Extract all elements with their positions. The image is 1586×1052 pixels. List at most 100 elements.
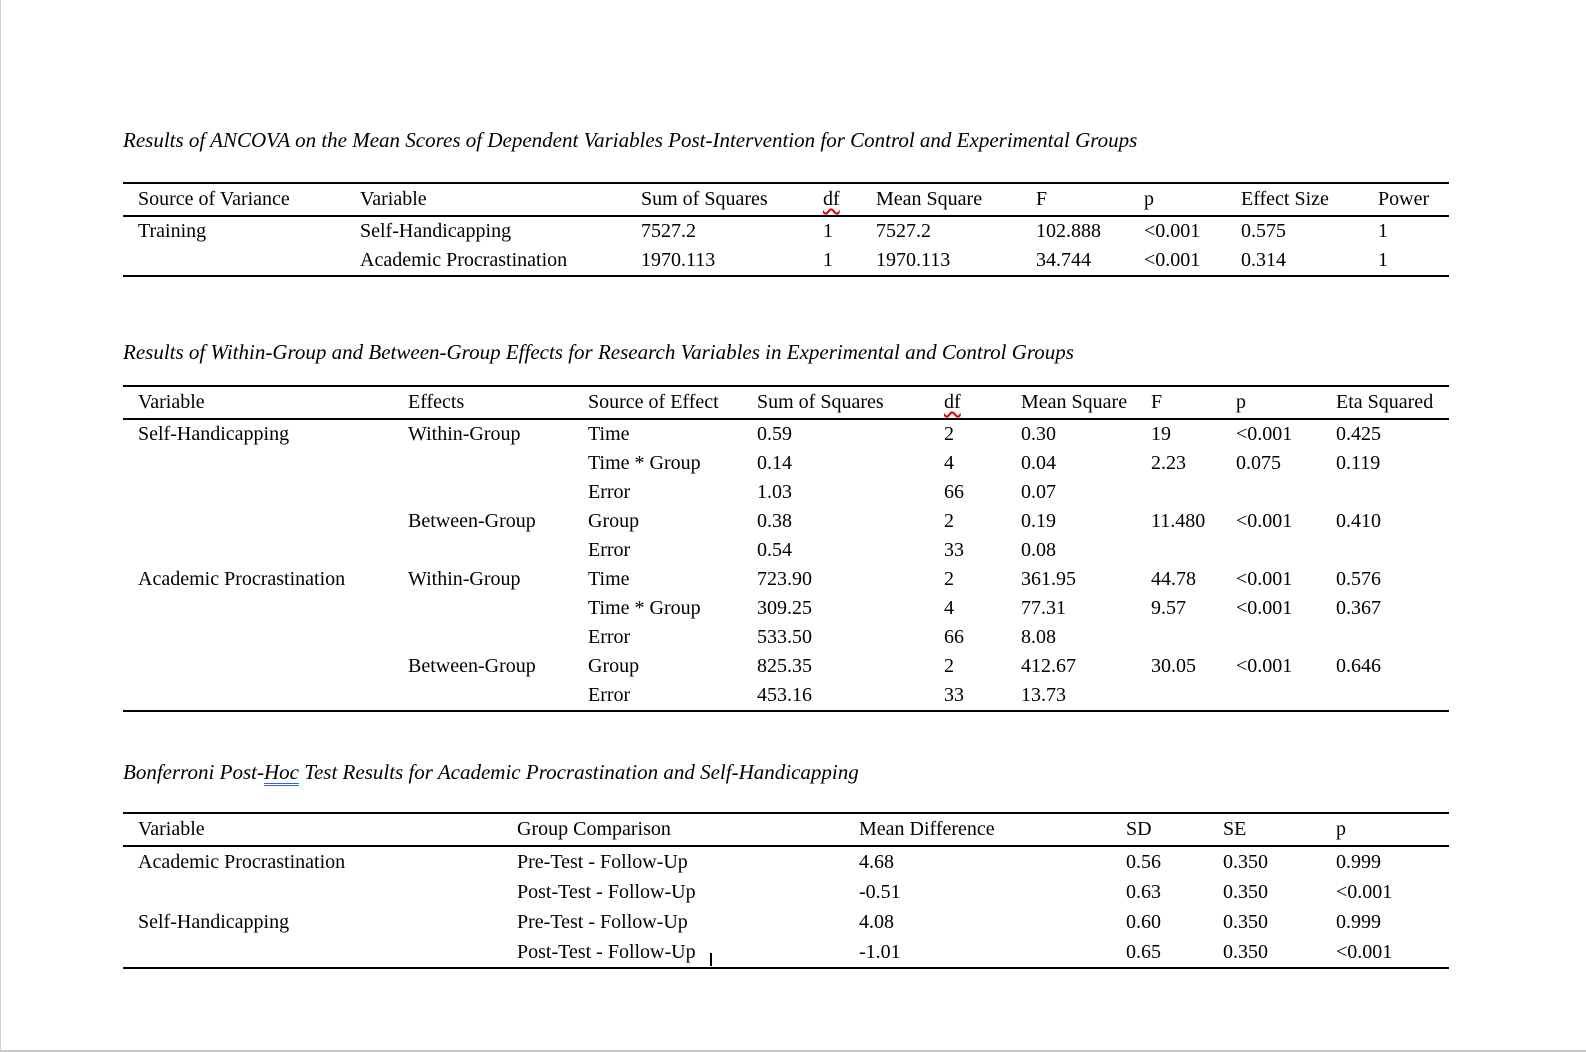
table-cell: <0.001	[1236, 655, 1293, 677]
table-cell: Academic Procrastination	[138, 568, 346, 590]
caption-text: Bonferroni Post-	[123, 760, 264, 784]
table-cell: 0.65	[1126, 940, 1161, 963]
table-cell: 723.90	[757, 568, 812, 590]
text-insertion-cursor[interactable]	[710, 953, 712, 966]
table-row: Post-Test - Follow-Up -0.51 0.63 0.350 <0.00…	[123, 877, 1449, 907]
table-cell: 33	[944, 684, 964, 706]
table-row: Error 0.54 33 0.08	[123, 536, 1449, 565]
table-cell: 9.57	[1151, 597, 1186, 619]
table-cell: 0.04	[1021, 452, 1056, 474]
spellcheck-flagged-text: df	[823, 188, 840, 210]
header-cell: SE	[1208, 813, 1321, 847]
ancova-results-table: Source of Variance Variable Sum of Squares…	[123, 182, 1449, 277]
header-cell: Source of Effect	[573, 386, 742, 420]
header-cell: Eta Squared	[1321, 386, 1449, 420]
table-cell: 77.31	[1021, 597, 1066, 619]
table-cell: 2	[944, 510, 954, 532]
header-cell: Variable	[123, 813, 502, 847]
table-cell	[123, 623, 393, 652]
table-cell: Between-Group	[408, 510, 536, 532]
table-cell	[393, 449, 573, 478]
table-cell	[123, 536, 393, 565]
table-cell: Post-Test - Follow-Up	[517, 940, 696, 963]
table-cell: Time * Group	[588, 452, 701, 474]
table-cell: Error	[588, 684, 631, 706]
table-row: Academic Procrastination 1970.113 1 1970.11…	[123, 246, 1449, 276]
table-cell: 0.576	[1336, 568, 1381, 590]
table-cell: 825.35	[757, 655, 812, 677]
table-cell: 0.54	[757, 539, 792, 561]
table-cell: -1.01	[859, 940, 901, 963]
header-label: Source of Effect	[588, 391, 719, 413]
table-cell: 0.367	[1336, 597, 1381, 619]
header-label: Power	[1378, 188, 1430, 210]
table-cell: 0.646	[1336, 655, 1381, 677]
table-cell: 30.05	[1151, 655, 1196, 677]
table-cell	[1221, 681, 1321, 711]
table-cell: Error	[588, 539, 631, 561]
table-cell: 1970.113	[876, 249, 951, 271]
table-cell: 1	[823, 220, 833, 242]
table-cell: 0.119	[1336, 452, 1381, 474]
table-cell: 309.25	[757, 597, 812, 619]
header-label: Source of Variance	[138, 188, 290, 210]
table-cell: Pre-Test - Follow-Up	[517, 910, 688, 933]
spellcheck-flagged-text: df	[944, 391, 961, 413]
caption-text: Results of Within-Group and Between-Grou…	[123, 340, 1074, 364]
header-label: Variable	[138, 391, 205, 413]
table-cell	[393, 681, 573, 711]
table-cell: 0.38	[757, 510, 792, 532]
table-cell	[123, 877, 502, 907]
header-label: F	[1036, 188, 1048, 210]
table-cell: Training	[138, 220, 207, 242]
header-cell: Effect Size	[1226, 183, 1363, 217]
header-cell: Power	[1363, 183, 1449, 217]
table-cell: <0.001	[1336, 940, 1393, 963]
header-label: SD	[1126, 818, 1152, 840]
table-cell: 66	[944, 481, 964, 503]
table-cell: 11.480	[1151, 510, 1206, 532]
header-cell: p	[1221, 386, 1321, 420]
table-cell: <0.001	[1236, 423, 1293, 445]
table-cell: 1.03	[757, 481, 792, 503]
table-row: Error 533.50 66 8.08	[123, 623, 1449, 652]
table-cell: 4	[944, 597, 954, 619]
table-cell: 0.350	[1223, 850, 1268, 873]
header-label: Group Comparison	[517, 818, 671, 840]
table-cell	[1221, 536, 1321, 565]
table-cell: <0.001	[1236, 597, 1293, 619]
table-cell	[393, 594, 573, 623]
table-cell	[123, 937, 502, 968]
table-cell: 13.73	[1021, 684, 1066, 706]
header-label: Effect Size	[1241, 188, 1329, 210]
table-cell: 0.350	[1223, 940, 1268, 963]
table-cell: 0.30	[1021, 423, 1056, 445]
table-cell	[123, 507, 393, 536]
table-cell: 0.350	[1223, 880, 1268, 903]
table-cell: 33	[944, 539, 964, 561]
table-cell	[123, 478, 393, 507]
table-caption-ancova: Results of ANCOVA on the Mean Scores of …	[123, 126, 1137, 154]
table-cell: 0.07	[1021, 481, 1056, 503]
table-cell: Error	[588, 626, 631, 648]
header-cell: F	[1136, 386, 1221, 420]
table-cell: 0.425	[1336, 423, 1381, 445]
header-label: p	[1336, 818, 1346, 840]
table-cell	[1136, 536, 1221, 565]
table-cell: 2	[944, 655, 954, 677]
table-cell: 0.075	[1236, 452, 1281, 474]
header-label: Effects	[408, 391, 465, 413]
table-cell: 0.14	[757, 452, 792, 474]
table-cell: Post-Test - Follow-Up	[517, 880, 696, 903]
table-cell	[1221, 623, 1321, 652]
table-cell: -0.51	[859, 880, 901, 903]
table-cell: 4.08	[859, 910, 894, 933]
table-cell	[393, 623, 573, 652]
table-cell	[1136, 681, 1221, 711]
header-label: p	[1144, 188, 1154, 210]
header-label: Sum of Squares	[641, 188, 768, 210]
header-label: SE	[1223, 818, 1247, 840]
table-cell: 2	[944, 423, 954, 445]
header-cell: Group Comparison	[502, 813, 844, 847]
